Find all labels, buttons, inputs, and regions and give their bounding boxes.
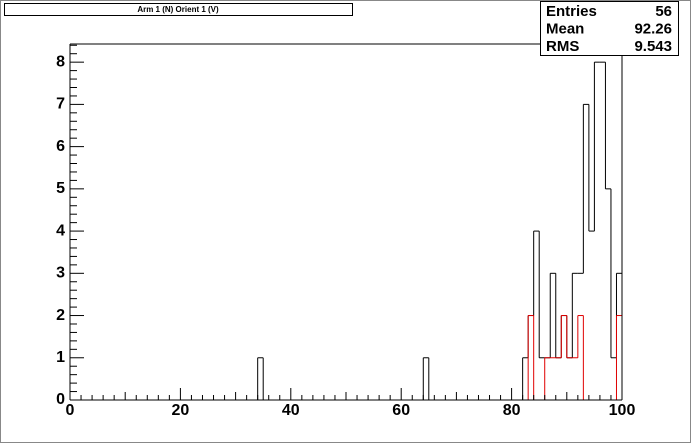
stats-label: Entries (546, 3, 597, 20)
y-tick-label: 3 (56, 265, 65, 282)
plot-area: 0 20 40 60 80 100 0 1 2 3 4 5 6 7 8 (56, 43, 636, 419)
x-tick-label: 80 (503, 402, 521, 419)
stats-box (540, 1, 679, 56)
stats-value: 56 (655, 3, 672, 20)
y-tick-label: 6 (56, 138, 65, 155)
stats-value: 92.26 (634, 20, 672, 37)
frame (70, 44, 622, 400)
stats: Entries 56 Mean 92.26 RMS 9.543 (546, 3, 672, 55)
y-tick-label: 1 (56, 349, 65, 366)
y-tick-label: 8 (56, 53, 65, 70)
x-tick-label: 40 (282, 402, 300, 419)
x-tick-label: 0 (66, 402, 75, 419)
stats-label: Mean (546, 20, 584, 37)
y-tick-label: 5 (56, 180, 65, 197)
chart-title: Arm 1 (N) Orient 1 (V) (137, 5, 219, 14)
y-tick-label: 2 (56, 307, 65, 324)
stats-label: RMS (546, 38, 579, 55)
y-tick-label: 4 (56, 222, 65, 239)
title-box (4, 3, 353, 16)
x-tick-label: 60 (392, 402, 410, 419)
y-tick-label: 7 (56, 96, 65, 113)
stats-value: 9.543 (634, 38, 672, 55)
y-tick-label: 0 (56, 391, 65, 408)
x-tick-label: 20 (172, 402, 190, 419)
x-tick-label: 100 (609, 402, 636, 419)
